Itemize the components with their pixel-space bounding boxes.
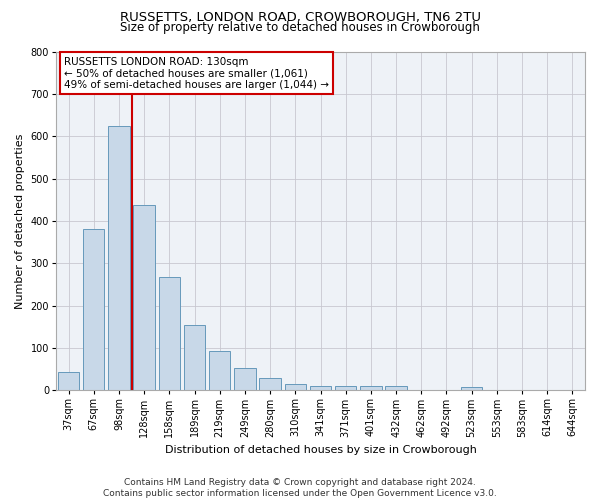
Bar (461, 387, 482, 390)
Bar (83, 228, 104, 390)
Text: RUSSETTS, LONDON ROAD, CROWBOROUGH, TN6 2TU: RUSSETTS, LONDON ROAD, CROWBOROUGH, TN6 … (119, 11, 481, 24)
Bar (310, 386, 331, 390)
Bar (385, 386, 407, 390)
Text: RUSSETTS LONDON ROAD: 130sqm
← 50% of detached houses are smaller (1,061)
49% of: RUSSETTS LONDON ROAD: 130sqm ← 50% of de… (64, 56, 329, 90)
Bar (184, 324, 205, 390)
Bar (259, 378, 281, 390)
X-axis label: Distribution of detached houses by size in Crowborough: Distribution of detached houses by size … (164, 445, 476, 455)
Bar (209, 350, 230, 391)
Text: Size of property relative to detached houses in Crowborough: Size of property relative to detached ho… (120, 21, 480, 34)
Bar (234, 368, 256, 390)
Bar (133, 205, 155, 390)
Bar (158, 277, 180, 390)
Bar (284, 384, 306, 390)
Y-axis label: Number of detached properties: Number of detached properties (15, 133, 25, 308)
Bar (335, 386, 356, 390)
Text: Contains HM Land Registry data © Crown copyright and database right 2024.
Contai: Contains HM Land Registry data © Crown c… (103, 478, 497, 498)
Bar (108, 126, 130, 390)
Bar (58, 372, 79, 390)
Bar (360, 386, 382, 390)
